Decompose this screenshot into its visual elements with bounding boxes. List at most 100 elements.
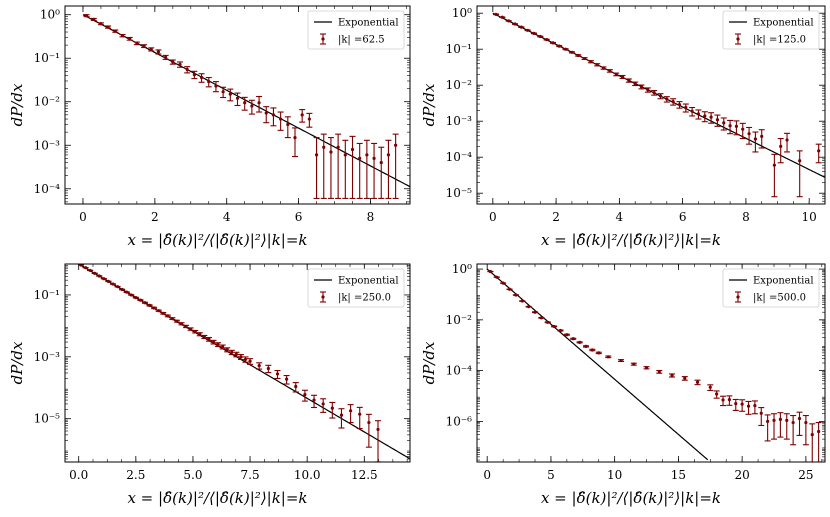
- data-point: [695, 109, 702, 120]
- data-point: [82, 266, 89, 270]
- data-point: [681, 376, 688, 381]
- data-point: [619, 74, 626, 79]
- data-marker: [264, 111, 268, 115]
- data-point: [739, 399, 746, 412]
- data-point: [234, 92, 241, 107]
- legend-box: [307, 10, 405, 50]
- y-axis-label: dP/dx: [420, 83, 438, 126]
- data-marker: [143, 301, 147, 305]
- data-point: [570, 337, 577, 341]
- data-point: [595, 351, 602, 355]
- data-point: [256, 362, 263, 370]
- data-point: [815, 421, 822, 462]
- data-marker: [810, 433, 814, 437]
- y-tick-label: 10⁻³: [446, 114, 473, 128]
- data-marker: [695, 380, 700, 384]
- x-tick-label: 0: [489, 210, 497, 224]
- data-marker: [257, 101, 261, 105]
- data-point: [727, 119, 734, 135]
- data-point: [292, 382, 299, 393]
- data-marker: [791, 420, 795, 425]
- data-marker: [257, 363, 261, 368]
- data-marker: [804, 420, 808, 425]
- legend-box: [307, 268, 405, 308]
- data-marker: [97, 274, 101, 278]
- data-point: [270, 107, 277, 127]
- data-marker: [772, 163, 776, 167]
- data-point: [137, 298, 144, 302]
- data-marker: [520, 299, 524, 303]
- data-point: [327, 137, 334, 199]
- data-marker: [134, 296, 138, 300]
- data-point: [746, 126, 753, 145]
- data-point: [320, 398, 327, 413]
- data-marker: [734, 124, 739, 128]
- data-point: [356, 142, 363, 199]
- data-marker: [571, 337, 575, 341]
- data-marker: [175, 319, 179, 323]
- data-marker: [106, 25, 110, 29]
- data-marker: [734, 402, 738, 406]
- data-marker: [772, 418, 776, 422]
- data-point: [581, 56, 588, 61]
- data-point: [689, 106, 696, 117]
- data-marker: [348, 409, 353, 413]
- data-marker: [527, 305, 531, 309]
- plot-frame: [476, 263, 826, 463]
- data-point: [644, 87, 651, 93]
- data-marker: [115, 285, 120, 289]
- data-point: [292, 127, 298, 158]
- data-point: [511, 22, 518, 26]
- data-marker: [312, 398, 316, 402]
- data-marker: [343, 153, 347, 157]
- data-point: [606, 69, 613, 73]
- data-marker: [234, 352, 238, 356]
- data-marker: [285, 377, 289, 381]
- data-point: [227, 88, 234, 102]
- data-point: [771, 153, 778, 198]
- data-point: [670, 98, 677, 106]
- data-point: [713, 390, 720, 399]
- data-point: [701, 111, 708, 123]
- data-point: [109, 282, 116, 286]
- data-marker: [696, 112, 701, 116]
- data-point: [87, 268, 94, 273]
- data-point: [141, 44, 148, 49]
- data-point: [356, 406, 363, 430]
- data-point: [141, 301, 148, 305]
- data-marker: [303, 393, 307, 397]
- data-marker: [766, 419, 770, 423]
- data-marker: [563, 47, 568, 51]
- data-marker: [228, 92, 232, 96]
- data-marker: [747, 132, 751, 136]
- data-marker: [235, 96, 240, 100]
- data-point: [274, 369, 281, 379]
- data-point: [247, 358, 254, 365]
- data-marker: [551, 41, 555, 45]
- data-marker: [494, 12, 498, 16]
- data-point: [796, 150, 803, 198]
- data-point: [537, 34, 544, 39]
- data-marker: [526, 28, 530, 32]
- legend-box: [722, 268, 820, 308]
- data-marker: [225, 348, 229, 352]
- data-point: [530, 31, 537, 35]
- data-marker: [322, 145, 326, 149]
- y-tick-label: 10⁻¹: [446, 42, 472, 56]
- data-point: [563, 333, 570, 337]
- data-marker: [330, 406, 334, 410]
- data-point: [284, 116, 291, 139]
- y-tick-label: 10⁻⁴: [446, 364, 473, 378]
- data-point: [242, 356, 249, 363]
- data-marker: [703, 114, 707, 118]
- x-tick-label: 10: [802, 210, 817, 224]
- data-marker: [350, 147, 355, 152]
- data-point: [505, 19, 512, 23]
- legend: Exponential |k| =500.0: [722, 268, 820, 308]
- data-point: [205, 336, 212, 342]
- data-marker: [760, 134, 764, 138]
- data-marker: [193, 330, 197, 334]
- data-marker: [358, 412, 362, 416]
- x-axis-label: x = |δ̂(k)|²/⟨|δ̂(k)|²⟩|k|=k: [127, 231, 307, 249]
